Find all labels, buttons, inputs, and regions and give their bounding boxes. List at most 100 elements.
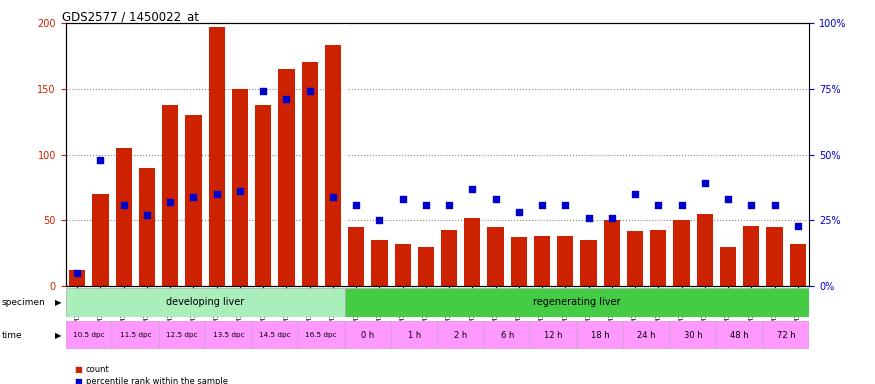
Text: ■: ■ bbox=[74, 365, 82, 374]
Text: developing liver: developing liver bbox=[166, 297, 244, 308]
Text: 10.5 dpc: 10.5 dpc bbox=[73, 332, 105, 338]
Bar bbox=[112, 321, 158, 349]
Point bbox=[396, 196, 410, 202]
Bar bbox=[557, 236, 573, 286]
Bar bbox=[626, 231, 643, 286]
Point bbox=[210, 191, 224, 197]
Bar bbox=[345, 288, 809, 317]
Point bbox=[164, 199, 178, 205]
Text: 18 h: 18 h bbox=[591, 331, 610, 339]
Bar bbox=[158, 321, 205, 349]
Point bbox=[582, 215, 596, 221]
Bar bbox=[696, 214, 713, 286]
Point bbox=[233, 188, 247, 194]
Text: 6 h: 6 h bbox=[500, 331, 514, 339]
Point bbox=[512, 209, 526, 215]
Bar bbox=[511, 237, 527, 286]
Bar bbox=[302, 63, 318, 286]
Point bbox=[349, 202, 363, 208]
Bar bbox=[395, 244, 410, 286]
Bar bbox=[208, 27, 225, 286]
Text: regenerating liver: regenerating liver bbox=[533, 297, 620, 308]
Point bbox=[373, 217, 387, 223]
Point bbox=[697, 180, 711, 187]
Text: specimen: specimen bbox=[2, 298, 45, 307]
Text: count: count bbox=[86, 365, 109, 374]
Point bbox=[326, 194, 340, 200]
Bar bbox=[534, 236, 550, 286]
Bar bbox=[465, 218, 480, 286]
Bar bbox=[766, 227, 782, 286]
Bar bbox=[530, 321, 577, 349]
Text: 13.5 dpc: 13.5 dpc bbox=[213, 332, 244, 338]
Point bbox=[558, 202, 572, 208]
Text: 12 h: 12 h bbox=[544, 331, 563, 339]
Text: 16.5 dpc: 16.5 dpc bbox=[305, 332, 337, 338]
Bar bbox=[348, 227, 364, 286]
Bar bbox=[116, 148, 132, 286]
Bar bbox=[623, 321, 670, 349]
Bar bbox=[371, 240, 388, 286]
Bar bbox=[650, 230, 667, 286]
Point bbox=[303, 88, 317, 94]
Text: 12.5 dpc: 12.5 dpc bbox=[166, 332, 198, 338]
Bar bbox=[487, 227, 504, 286]
Bar bbox=[484, 321, 530, 349]
Bar bbox=[670, 321, 717, 349]
Point bbox=[442, 202, 456, 208]
Point bbox=[536, 202, 550, 208]
Text: GDS2577 / 1450022_at: GDS2577 / 1450022_at bbox=[62, 10, 199, 23]
Text: percentile rank within the sample: percentile rank within the sample bbox=[86, 377, 228, 384]
Point bbox=[791, 222, 805, 228]
Point bbox=[140, 212, 154, 218]
Bar bbox=[720, 247, 736, 286]
Text: time: time bbox=[2, 331, 23, 339]
Text: 14.5 dpc: 14.5 dpc bbox=[259, 332, 290, 338]
Point bbox=[70, 270, 84, 276]
Point bbox=[466, 186, 480, 192]
Text: 0 h: 0 h bbox=[361, 331, 374, 339]
Bar bbox=[789, 244, 806, 286]
Bar bbox=[66, 321, 112, 349]
Bar bbox=[205, 321, 252, 349]
Text: 2 h: 2 h bbox=[454, 331, 467, 339]
Bar bbox=[417, 247, 434, 286]
Text: 48 h: 48 h bbox=[731, 331, 749, 339]
Bar bbox=[743, 225, 760, 286]
Point bbox=[745, 202, 759, 208]
Bar bbox=[674, 220, 690, 286]
Point bbox=[256, 88, 270, 94]
Bar bbox=[763, 321, 809, 349]
Text: ■: ■ bbox=[74, 377, 82, 384]
Point bbox=[116, 202, 130, 208]
Bar bbox=[298, 321, 345, 349]
Point bbox=[651, 202, 665, 208]
Text: 11.5 dpc: 11.5 dpc bbox=[120, 332, 151, 338]
Bar bbox=[69, 270, 86, 286]
Bar bbox=[604, 220, 620, 286]
Point bbox=[94, 157, 108, 163]
Bar bbox=[580, 240, 597, 286]
Bar bbox=[186, 115, 201, 286]
Point bbox=[721, 196, 735, 202]
Bar bbox=[438, 321, 484, 349]
Point bbox=[279, 96, 293, 103]
Text: 30 h: 30 h bbox=[684, 331, 703, 339]
Bar bbox=[252, 321, 298, 349]
Text: ▶: ▶ bbox=[55, 298, 61, 307]
Bar bbox=[255, 104, 271, 286]
Point bbox=[767, 202, 781, 208]
Point bbox=[419, 202, 433, 208]
Bar bbox=[139, 168, 155, 286]
Point bbox=[488, 196, 502, 202]
Bar bbox=[441, 230, 458, 286]
Point bbox=[675, 202, 689, 208]
Bar bbox=[345, 321, 391, 349]
Bar bbox=[162, 104, 178, 286]
Bar bbox=[278, 69, 295, 286]
Point bbox=[186, 194, 200, 200]
Bar bbox=[66, 288, 345, 317]
Bar bbox=[232, 89, 248, 286]
Text: ▶: ▶ bbox=[55, 331, 61, 339]
Bar bbox=[93, 194, 108, 286]
